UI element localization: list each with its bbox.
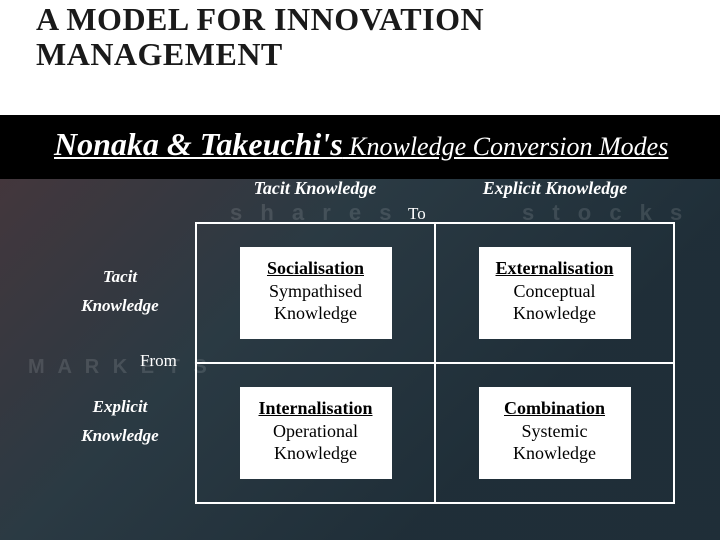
row-header-tacit: Tacit Knowledge [60, 263, 180, 321]
slide-title: A MODEL FOR INNOVATION MANAGEMENT [36, 2, 484, 71]
row-header-explicit: Explicit Knowledge [60, 393, 180, 451]
row-header-line: Explicit [93, 397, 148, 416]
mode-line: Knowledge [244, 302, 388, 325]
mode-box: Externalisation Conceptual Knowledge [479, 247, 631, 339]
title-line1: A MODEL FOR INNOVATION [36, 1, 484, 37]
mode-line: Systemic [483, 420, 627, 443]
column-headers: Tacit Knowledge Explicit Knowledge [195, 178, 675, 199]
mode-line: Knowledge [244, 442, 388, 465]
mode-title: Combination [483, 397, 627, 420]
mode-line: Operational [244, 420, 388, 443]
subtitle-authors: Nonaka & Takeuchi's [54, 126, 343, 162]
slide-subtitle: Nonaka & Takeuchi's Knowledge Conversion… [54, 126, 668, 163]
mode-title: Externalisation [483, 257, 627, 280]
subtitle-tail: Knowledge Conversion Modes [343, 132, 669, 161]
matrix-cell-combination: Combination Systemic Knowledge [436, 364, 675, 504]
mode-title: Socialisation [244, 257, 388, 280]
axis-from-label: From [140, 351, 177, 371]
mode-box: Internalisation Operational Knowledge [240, 387, 392, 479]
col-header-tacit: Tacit Knowledge [195, 178, 435, 199]
matrix-cell-socialisation: Socialisation Sympathised Knowledge [197, 224, 436, 364]
row-header-line: Tacit [103, 267, 137, 286]
axis-to-label: To [408, 204, 426, 224]
mode-box: Combination Systemic Knowledge [479, 387, 631, 479]
matrix-cell-internalisation: Internalisation Operational Knowledge [197, 364, 436, 504]
mode-box: Socialisation Sympathised Knowledge [240, 247, 392, 339]
row-header-line: Knowledge [81, 296, 158, 315]
conversion-matrix: Socialisation Sympathised Knowledge Exte… [195, 222, 675, 504]
col-header-explicit: Explicit Knowledge [435, 178, 675, 199]
matrix-cell-externalisation: Externalisation Conceptual Knowledge [436, 224, 675, 364]
mode-line: Sympathised [244, 280, 388, 303]
mode-line: Knowledge [483, 302, 627, 325]
title-line2: MANAGEMENT [36, 36, 283, 72]
row-header-line: Knowledge [81, 426, 158, 445]
mode-line: Knowledge [483, 442, 627, 465]
mode-line: Conceptual [483, 280, 627, 303]
mode-title: Internalisation [244, 397, 388, 420]
